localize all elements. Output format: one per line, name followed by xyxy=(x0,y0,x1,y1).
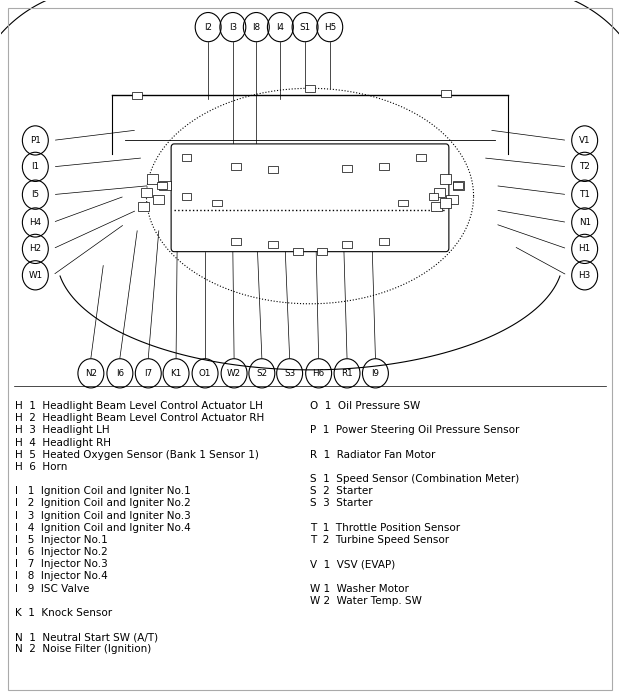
Text: O1: O1 xyxy=(199,369,211,378)
Text: W1: W1 xyxy=(29,271,42,280)
Bar xyxy=(397,200,407,207)
Text: I   4  Ignition Coil and Igniter No.4: I 4 Ignition Coil and Igniter No.4 xyxy=(15,523,191,533)
Text: I6: I6 xyxy=(116,369,124,378)
Bar xyxy=(342,242,352,248)
Bar xyxy=(416,154,426,161)
Text: T  2  Turbine Speed Sensor: T 2 Turbine Speed Sensor xyxy=(310,535,449,545)
Text: H  3  Headlight LH: H 3 Headlight LH xyxy=(15,426,110,436)
Text: H3: H3 xyxy=(578,271,591,280)
FancyBboxPatch shape xyxy=(159,181,170,191)
Text: I   9  ISC Valve: I 9 ISC Valve xyxy=(15,584,89,593)
Bar xyxy=(268,242,278,248)
Text: I   3  Ignition Coil and Igniter No.3: I 3 Ignition Coil and Igniter No.3 xyxy=(15,511,191,521)
Text: H4: H4 xyxy=(29,218,42,227)
Text: O  1  Oil Pressure SW: O 1 Oil Pressure SW xyxy=(310,401,420,411)
Text: N  1  Neutral Start SW (A/T): N 1 Neutral Start SW (A/T) xyxy=(15,632,158,642)
Bar xyxy=(305,85,315,91)
Text: I   6  Injector No.2: I 6 Injector No.2 xyxy=(15,547,108,557)
Text: H  5  Heated Oxygen Sensor (Bank 1 Sensor 1): H 5 Heated Oxygen Sensor (Bank 1 Sensor … xyxy=(15,450,259,460)
Text: V1: V1 xyxy=(579,136,590,145)
Text: I   1  Ignition Coil and Igniter No.1: I 1 Ignition Coil and Igniter No.1 xyxy=(15,487,191,496)
Bar xyxy=(441,89,451,96)
Text: I   8  Injector No.4: I 8 Injector No.4 xyxy=(15,572,108,581)
FancyBboxPatch shape xyxy=(153,195,164,205)
Text: H  4  Headlight RH: H 4 Headlight RH xyxy=(15,438,111,447)
Text: I9: I9 xyxy=(371,369,379,378)
Bar xyxy=(317,248,327,255)
Bar xyxy=(379,163,389,170)
Text: K  1  Knock Sensor: K 1 Knock Sensor xyxy=(15,608,112,618)
Text: N1: N1 xyxy=(578,218,591,227)
Text: H  2  Headlight Beam Level Control Actuator RH: H 2 Headlight Beam Level Control Actuato… xyxy=(15,413,264,423)
Bar xyxy=(293,248,303,255)
Bar xyxy=(182,193,192,200)
Text: H1: H1 xyxy=(578,244,591,253)
Bar xyxy=(182,154,192,161)
FancyBboxPatch shape xyxy=(147,174,158,184)
Bar xyxy=(132,91,142,98)
Bar xyxy=(428,193,438,200)
Text: I3: I3 xyxy=(229,22,237,31)
FancyBboxPatch shape xyxy=(434,188,445,198)
Text: W2: W2 xyxy=(227,369,241,378)
Text: S1: S1 xyxy=(299,22,311,31)
Bar xyxy=(379,238,389,245)
Text: T2: T2 xyxy=(579,163,590,171)
Text: H  1  Headlight Beam Level Control Actuator LH: H 1 Headlight Beam Level Control Actuato… xyxy=(15,401,263,411)
Bar xyxy=(231,238,241,245)
FancyBboxPatch shape xyxy=(431,202,442,211)
Text: R  1  Radiator Fan Motor: R 1 Radiator Fan Motor xyxy=(310,450,435,460)
Text: I2: I2 xyxy=(204,22,212,31)
Bar xyxy=(268,166,278,173)
Text: I7: I7 xyxy=(144,369,153,378)
Text: H  6  Horn: H 6 Horn xyxy=(15,462,68,472)
FancyBboxPatch shape xyxy=(446,195,458,205)
Text: P1: P1 xyxy=(30,136,41,145)
Text: T  1  Throttle Position Sensor: T 1 Throttle Position Sensor xyxy=(310,523,460,533)
FancyBboxPatch shape xyxy=(453,181,464,191)
Text: I5: I5 xyxy=(31,190,40,199)
Text: V  1  VSV (EVAP): V 1 VSV (EVAP) xyxy=(310,559,396,570)
Text: W 1  Washer Motor: W 1 Washer Motor xyxy=(310,584,409,593)
Text: S  2  Starter: S 2 Starter xyxy=(310,487,373,496)
FancyBboxPatch shape xyxy=(171,144,449,252)
Text: I8: I8 xyxy=(252,22,260,31)
Text: H5: H5 xyxy=(324,22,336,31)
Text: S  1  Speed Sensor (Combination Meter): S 1 Speed Sensor (Combination Meter) xyxy=(310,474,520,484)
Bar xyxy=(157,182,167,189)
Text: I4: I4 xyxy=(277,22,285,31)
Bar xyxy=(342,165,352,172)
Text: I   2  Ignition Coil and Igniter No.2: I 2 Ignition Coil and Igniter No.2 xyxy=(15,498,191,508)
FancyBboxPatch shape xyxy=(141,188,152,198)
Text: R1: R1 xyxy=(341,369,353,378)
Text: T1: T1 xyxy=(579,190,590,199)
FancyBboxPatch shape xyxy=(138,202,149,211)
Text: W 2  Water Temp. SW: W 2 Water Temp. SW xyxy=(310,596,422,606)
Bar xyxy=(231,163,241,170)
Text: N2: N2 xyxy=(85,369,97,378)
FancyBboxPatch shape xyxy=(440,174,451,184)
Text: H6: H6 xyxy=(312,369,325,378)
Text: K1: K1 xyxy=(170,369,182,378)
Text: H2: H2 xyxy=(29,244,42,253)
Text: I1: I1 xyxy=(32,163,39,171)
Text: N  2  Noise Filter (Ignition): N 2 Noise Filter (Ignition) xyxy=(15,644,151,655)
FancyBboxPatch shape xyxy=(440,198,451,208)
Text: P  1  Power Steering Oil Pressure Sensor: P 1 Power Steering Oil Pressure Sensor xyxy=(310,426,520,436)
Text: S  3  Starter: S 3 Starter xyxy=(310,498,373,508)
Bar xyxy=(453,182,463,189)
Text: I   7  Injector No.3: I 7 Injector No.3 xyxy=(15,559,108,570)
Text: S2: S2 xyxy=(256,369,267,378)
Bar xyxy=(213,200,223,207)
Text: S3: S3 xyxy=(284,369,295,378)
Text: I   5  Injector No.1: I 5 Injector No.1 xyxy=(15,535,108,545)
